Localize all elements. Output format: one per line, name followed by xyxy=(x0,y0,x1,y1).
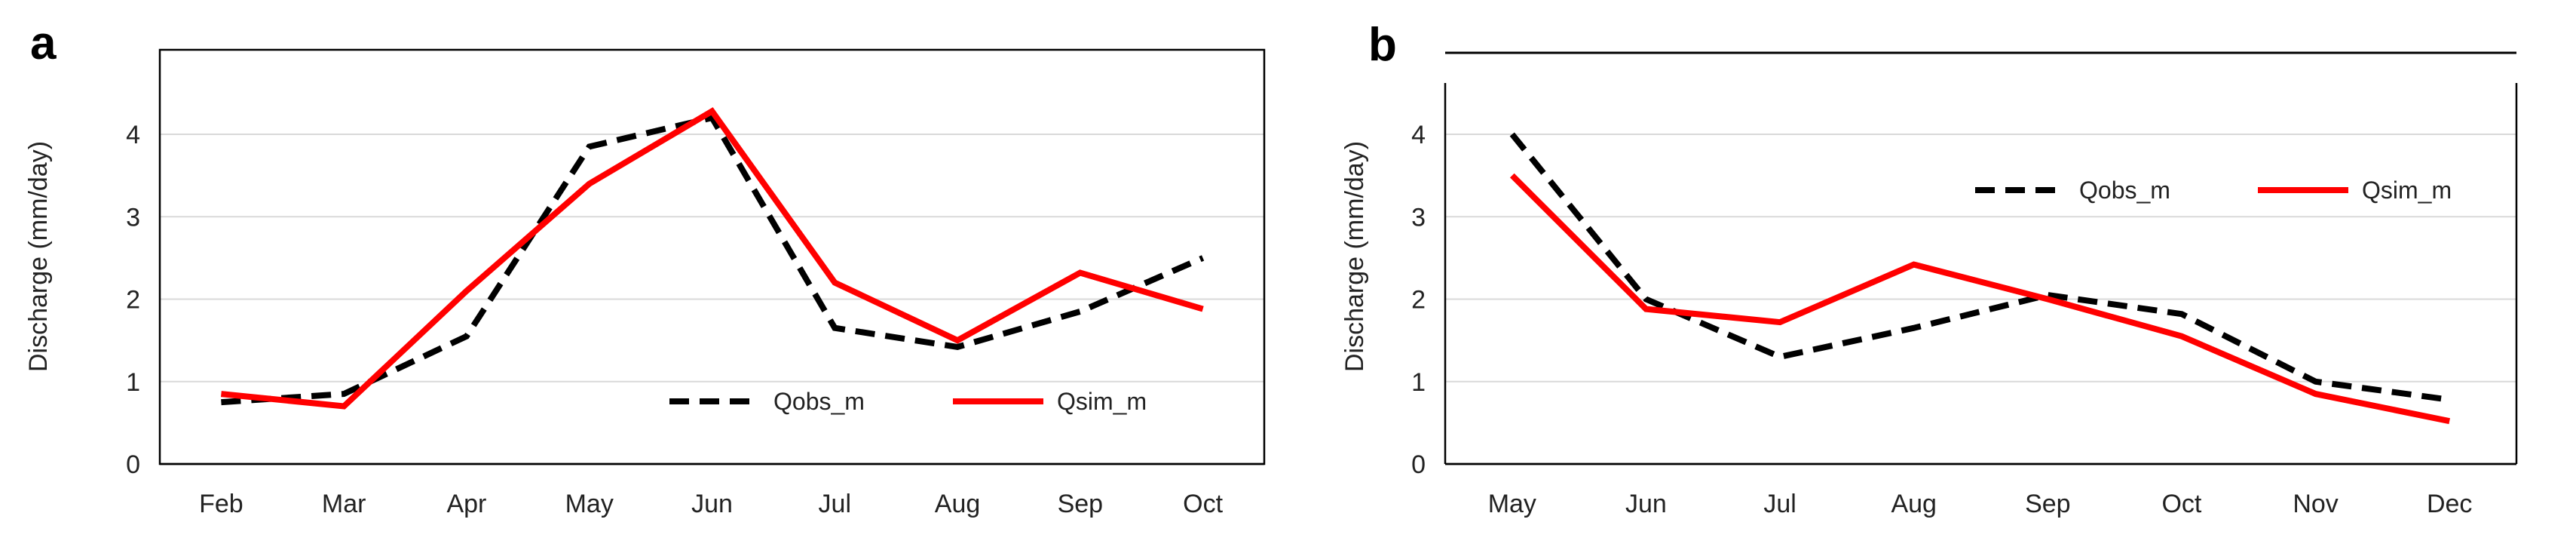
y-axis-label: Discharge (mm/day) xyxy=(24,141,53,372)
x-tick-label: Jun xyxy=(691,490,733,518)
legend: Qobs_m Qsim_m xyxy=(669,388,1147,415)
y-tick-label: 4 xyxy=(1411,121,1426,149)
y-tick-label: 1 xyxy=(1411,368,1426,397)
series-line-qobs-m xyxy=(1509,132,2450,403)
y-axis-label: Discharge (mm/day) xyxy=(1340,141,1369,372)
x-tick-label: Mar xyxy=(322,490,366,518)
x-tick-label: Jul xyxy=(819,490,851,518)
y-tick-label: 1 xyxy=(126,368,140,397)
y-tick-label: 0 xyxy=(1411,450,1426,479)
x-tick-label: Dec xyxy=(2427,490,2472,518)
series-line-qobs-m xyxy=(221,114,1205,406)
x-tick-label: Jul xyxy=(1763,490,1796,518)
x-tick-label: Sep xyxy=(1058,490,1104,518)
legend-label: Qsim_m xyxy=(2362,177,2452,204)
series-line-qsim-m xyxy=(1509,173,2450,425)
x-tick-label: May xyxy=(565,490,614,518)
x-tick-label: Jun xyxy=(1625,490,1667,518)
legend-label: Qsim_m xyxy=(1057,388,1147,415)
legend: Qobs_m Qsim_m xyxy=(1975,177,2452,204)
x-tick-label: Nov xyxy=(2293,490,2338,518)
x-tick-label: May xyxy=(1488,490,1536,518)
y-tick-label: 3 xyxy=(126,203,140,232)
x-tick-label: Aug xyxy=(1891,490,1937,518)
y-tick-label: 0 xyxy=(126,450,140,479)
x-tick-label: Sep xyxy=(2025,490,2071,518)
panel-label: b xyxy=(1368,19,1397,71)
legend-label: Qobs_m xyxy=(773,388,865,415)
chart-panel-b: b 0 1 2 3 4 May Jun Jul Aug Sep Oct Nov Dec Discharge … xyxy=(1340,19,2518,518)
x-tick-label: Feb xyxy=(199,490,244,518)
x-tick-label: Apr xyxy=(446,490,486,518)
series-line-qsim-m xyxy=(220,107,1204,410)
y-tick-label: 4 xyxy=(126,121,140,149)
panel-label: a xyxy=(30,17,57,69)
chart-panel-a: a 0 1 2 3 4 Feb Mar Apr May Jun Jul Aug Sep Oct Dischar… xyxy=(24,17,1266,518)
x-tick-label: Oct xyxy=(2161,490,2201,518)
y-tick-label: 3 xyxy=(1411,203,1426,232)
y-tick-label: 2 xyxy=(126,286,140,315)
legend-label: Qobs_m xyxy=(2079,177,2170,204)
x-tick-label: Oct xyxy=(1183,490,1223,518)
x-tick-label: Aug xyxy=(935,490,981,518)
y-tick-label: 2 xyxy=(1411,286,1426,315)
